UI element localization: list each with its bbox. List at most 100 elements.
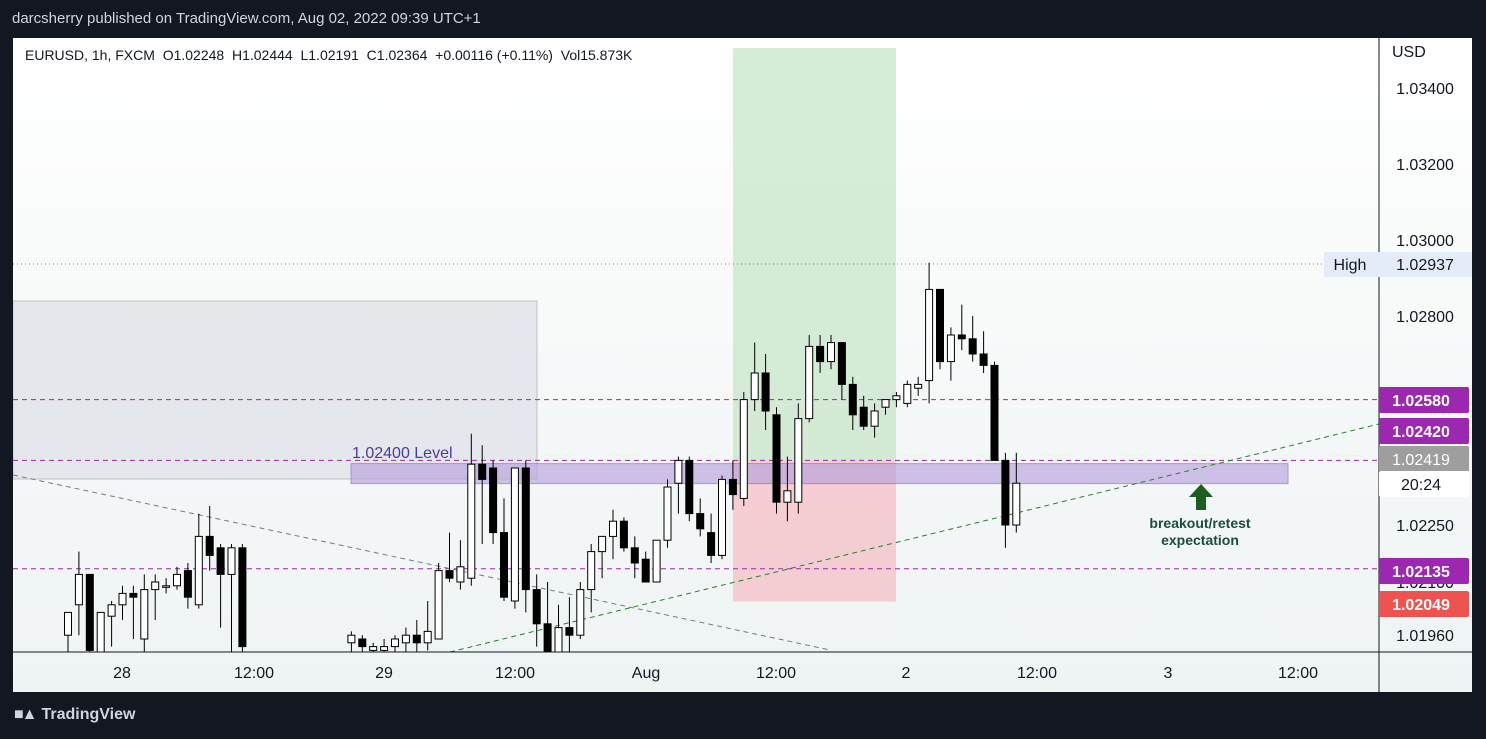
candle-body[interactable] bbox=[979, 353, 988, 366]
candle-body[interactable] bbox=[609, 520, 617, 537]
candle-body[interactable] bbox=[151, 581, 160, 591]
price-badge-label: 1.02135 bbox=[1392, 564, 1450, 581]
candle-body[interactable] bbox=[183, 570, 192, 598]
candle-body[interactable] bbox=[816, 345, 825, 363]
candle-body[interactable] bbox=[837, 342, 846, 385]
candle-body[interactable] bbox=[456, 566, 465, 583]
descending-trendline[interactable] bbox=[13, 474, 831, 651]
candle-body[interactable] bbox=[739, 399, 748, 499]
candle-body[interactable] bbox=[401, 634, 410, 644]
candle-body[interactable] bbox=[489, 467, 498, 534]
candle-body[interactable] bbox=[707, 532, 716, 556]
candle-body[interactable] bbox=[478, 463, 487, 480]
high-value: 1.02937 bbox=[1396, 257, 1454, 274]
time-tick-label: 12:00 bbox=[756, 665, 796, 682]
candle-body[interactable] bbox=[946, 334, 955, 363]
tradingview-logo[interactable]: ■▲ TradingView bbox=[14, 706, 135, 724]
candle-body[interactable] bbox=[554, 627, 563, 655]
candle-body[interactable] bbox=[238, 547, 247, 648]
price-badge-label: 1.02049 bbox=[1392, 597, 1450, 614]
candle-body[interactable] bbox=[936, 288, 944, 363]
legend-low: L1.02191 bbox=[300, 47, 359, 63]
candle-body[interactable] bbox=[64, 611, 72, 636]
candle-body[interactable] bbox=[521, 467, 530, 591]
candle-body[interactable] bbox=[74, 573, 83, 606]
candle-body[interactable] bbox=[718, 478, 726, 556]
candle-body[interactable] bbox=[685, 459, 694, 515]
candle-body[interactable] bbox=[423, 630, 432, 644]
candle-body[interactable] bbox=[587, 551, 596, 591]
candle-body[interactable] bbox=[881, 399, 890, 408]
candle-body[interactable] bbox=[598, 535, 607, 553]
candle-body[interactable] bbox=[129, 592, 138, 598]
candle-body[interactable] bbox=[870, 410, 879, 427]
candle-body[interactable] bbox=[369, 646, 378, 651]
candle-body[interactable] bbox=[827, 342, 835, 363]
consolidation-box[interactable] bbox=[13, 300, 538, 480]
candle-body[interactable] bbox=[510, 467, 519, 602]
ascending-trendline[interactable] bbox=[449, 423, 1379, 652]
up-arrow-icon[interactable] bbox=[1189, 484, 1213, 510]
candle-body[interactable] bbox=[805, 345, 814, 420]
candle-body[interactable] bbox=[696, 513, 705, 530]
time-tick-label: 2 bbox=[902, 665, 911, 682]
candle-body[interactable] bbox=[674, 459, 683, 484]
candle-body[interactable] bbox=[1012, 482, 1021, 526]
candle-body[interactable] bbox=[925, 288, 934, 382]
candle-body[interactable] bbox=[641, 558, 650, 583]
candle-body[interactable] bbox=[500, 532, 508, 598]
candle-body[interactable] bbox=[652, 539, 661, 583]
candle-body[interactable] bbox=[859, 406, 868, 427]
publisher-text: darcsherry published on TradingView.com,… bbox=[12, 10, 481, 27]
candle-body[interactable] bbox=[347, 634, 356, 644]
candle-body[interactable] bbox=[663, 486, 672, 541]
price-badge bbox=[1379, 387, 1469, 413]
candle-body[interactable] bbox=[990, 364, 999, 461]
candle-body[interactable] bbox=[227, 547, 236, 575]
level-zone[interactable] bbox=[350, 463, 1289, 485]
price-tick-label: 1.03200 bbox=[1396, 157, 1454, 174]
candle-body[interactable] bbox=[892, 395, 901, 401]
candle-body[interactable] bbox=[194, 535, 203, 606]
legend-symbol: EURUSD, 1h, FXCM bbox=[25, 47, 155, 63]
candle-body[interactable] bbox=[205, 535, 214, 556]
annotation-line-1: breakout/retest bbox=[1149, 515, 1250, 531]
candle-body[interactable] bbox=[761, 372, 770, 412]
candle-body[interactable] bbox=[848, 383, 857, 416]
currency-label[interactable]: USD bbox=[1392, 44, 1426, 61]
candle-body[interactable] bbox=[162, 585, 171, 588]
candle-body[interactable] bbox=[772, 414, 781, 503]
candle-body[interactable] bbox=[412, 634, 421, 644]
candle-body[interactable] bbox=[140, 589, 149, 640]
symbol-legend: EURUSD, 1h, FXCM O1.02248 H1.02444 L1.02… bbox=[25, 47, 632, 63]
candle-body[interactable] bbox=[85, 573, 94, 651]
candle-body[interactable] bbox=[619, 520, 628, 549]
candle-body[interactable] bbox=[728, 478, 737, 496]
candle-body[interactable] bbox=[565, 627, 574, 636]
candle-body[interactable] bbox=[434, 570, 443, 640]
candle-body[interactable] bbox=[532, 589, 541, 625]
candle-body[interactable] bbox=[783, 490, 792, 503]
candle-body[interactable] bbox=[630, 547, 639, 564]
candle-body[interactable] bbox=[216, 547, 225, 575]
candle-body[interactable] bbox=[391, 638, 399, 648]
candle-body[interactable] bbox=[173, 573, 181, 587]
candle-body[interactable] bbox=[914, 383, 923, 389]
candle-body[interactable] bbox=[118, 592, 127, 606]
candle-body[interactable] bbox=[794, 418, 803, 503]
candle-body[interactable] bbox=[96, 611, 105, 654]
candle-body[interactable] bbox=[1001, 459, 1010, 526]
candle-body[interactable] bbox=[467, 463, 476, 579]
candle-body[interactable] bbox=[750, 372, 759, 401]
target-zone[interactable] bbox=[733, 48, 896, 461]
candle-body[interactable] bbox=[903, 383, 912, 404]
candle-body[interactable] bbox=[358, 638, 367, 648]
candle-body[interactable] bbox=[576, 589, 585, 636]
candle-body[interactable] bbox=[968, 338, 977, 355]
candle-body[interactable] bbox=[445, 570, 454, 579]
candle-body[interactable] bbox=[957, 334, 966, 340]
candle-body[interactable] bbox=[107, 604, 116, 617]
candle-body[interactable] bbox=[543, 623, 552, 654]
candle-body[interactable] bbox=[380, 646, 389, 651]
